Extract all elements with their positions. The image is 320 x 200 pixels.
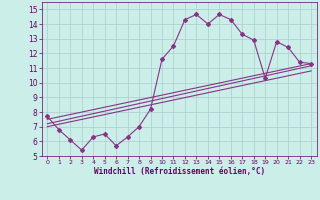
- X-axis label: Windchill (Refroidissement éolien,°C): Windchill (Refroidissement éolien,°C): [94, 167, 265, 176]
